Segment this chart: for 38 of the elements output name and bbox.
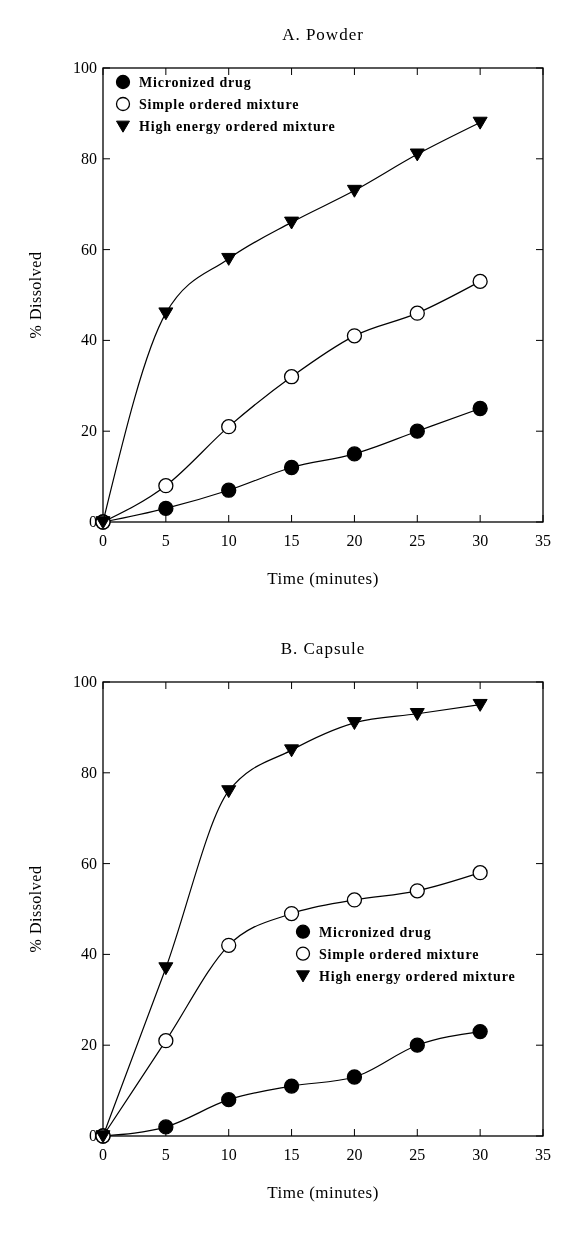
y-tick-label: 40 [81, 945, 97, 963]
x-tick-label: 15 [283, 1146, 300, 1163]
x-tick-label: 10 [220, 1146, 237, 1163]
x-tick-label: 15 [283, 532, 300, 549]
x-axis-title: Time (minutes) [267, 1183, 379, 1202]
legend-label: High energy ordered mixture [319, 968, 516, 984]
x-tick-label: 20 [346, 532, 363, 549]
y-tick-label: 100 [73, 673, 97, 690]
y-tick-label: 60 [81, 240, 97, 258]
legend-label: High energy ordered mixture [139, 119, 336, 134]
y-axis-title: % Dissolved [27, 865, 44, 953]
y-tick-label: 20 [81, 422, 97, 440]
y-tick-label: 80 [81, 763, 97, 781]
x-tick-label: 25 [409, 1146, 426, 1163]
y-tick-label: 80 [81, 149, 97, 167]
x-tick-label: 30 [472, 532, 489, 549]
y-tick-label: 40 [81, 331, 97, 349]
chart-title: A. Powder [282, 25, 364, 44]
legend-label: Simple ordered mixture [319, 946, 480, 962]
x-tick-label: 35 [535, 1146, 551, 1163]
chart-title: B. Capsule [280, 639, 366, 658]
x-tick-label: 25 [409, 532, 426, 549]
x-tick-label: 5 [161, 1146, 170, 1163]
x-tick-label: 10 [220, 532, 237, 549]
y-tick-label: 0 [89, 513, 97, 530]
legend-label: Micronized drug [139, 75, 252, 90]
x-tick-label: 5 [161, 532, 170, 549]
y-tick-label: 60 [81, 854, 97, 872]
x-tick-label: 30 [472, 1146, 489, 1163]
x-tick-label: 20 [346, 1146, 363, 1163]
y-axis-title: % Dissolved [27, 251, 44, 339]
x-tick-label: 35 [535, 532, 551, 549]
legend-label: Simple ordered mixture [139, 97, 300, 112]
legend-label: Micronized drug [319, 924, 432, 940]
x-axis-title: Time (minutes) [267, 569, 379, 588]
y-tick-label: 20 [81, 1036, 97, 1054]
y-tick-label: 0 [89, 1127, 97, 1144]
y-tick-label: 100 [73, 59, 97, 76]
